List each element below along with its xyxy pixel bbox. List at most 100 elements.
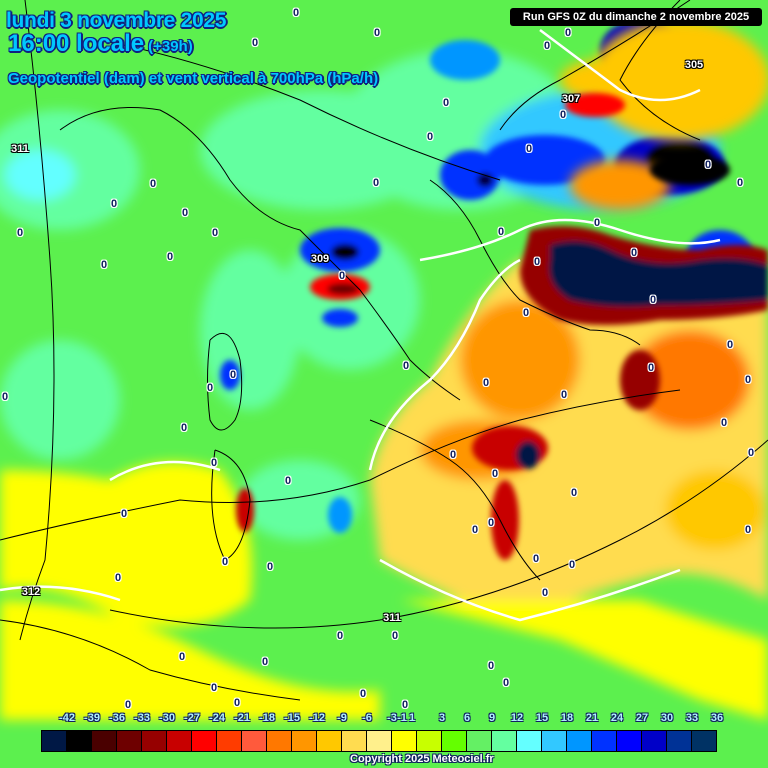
zero-contour-label: 0: [744, 524, 752, 536]
colorbar-tick-label: 30: [660, 712, 674, 724]
zero-contour-label: 0: [261, 656, 269, 668]
colorbar-tick-label: 1: [408, 712, 416, 724]
zero-contour-label: 0: [533, 256, 541, 268]
zero-contour-label: 0: [647, 362, 655, 374]
zero-contour-label: 0: [487, 660, 495, 672]
copyright-text: Copyright 2025 Meteociel.fr: [350, 753, 494, 765]
colorbar-cell: [442, 731, 467, 751]
colorbar-cell: [392, 731, 417, 751]
zero-contour-label: 0: [630, 247, 638, 259]
colorbar-cell: [417, 731, 442, 751]
zero-contour-label: 0: [704, 159, 712, 171]
colorbar-legend: [41, 730, 717, 752]
zero-contour-label: 0: [233, 697, 241, 709]
zero-contour-label: 0: [100, 259, 108, 271]
colorbar-tick-label: 36: [710, 712, 724, 724]
zero-contour-label: 0: [149, 178, 157, 190]
zero-contour-label: 0: [744, 374, 752, 386]
zero-contour-label: 0: [211, 227, 219, 239]
colorbar-cell: [217, 731, 242, 751]
colorbar-tick-label: -30: [159, 712, 175, 724]
zero-contour-label: 0: [336, 630, 344, 642]
colorbar-tick-label: -33: [134, 712, 150, 724]
zero-contour-label: 0: [251, 37, 259, 49]
colorbar-tick-label: 27: [635, 712, 649, 724]
zero-contour-label: 0: [266, 561, 274, 573]
zero-contour-label: 0: [522, 307, 530, 319]
zero-contour-label: 0: [372, 177, 380, 189]
colorbar-tick-label: -42: [59, 712, 75, 724]
zero-contour-label: 0: [426, 131, 434, 143]
colorbar-cell: [92, 731, 117, 751]
geopotential-label: 307: [561, 93, 581, 105]
zero-contour-label: 0: [120, 508, 128, 520]
zero-contour-label: 0: [593, 217, 601, 229]
zero-contour-label: 0: [568, 559, 576, 571]
zero-contour-label: 0: [391, 630, 399, 642]
colorbar-tick-label: -15: [284, 712, 300, 724]
zero-contour-label: 0: [747, 447, 755, 459]
zero-contour-label: 0: [559, 109, 567, 121]
forecast-date: lundi 3 novembre 2025: [6, 9, 227, 32]
zero-contour-label: 0: [114, 572, 122, 584]
colorbar-cell: [242, 731, 267, 751]
colorbar-tick-label: 12: [510, 712, 524, 724]
zero-contour-label: 0: [570, 487, 578, 499]
colorbar-cell: [642, 731, 667, 751]
zero-contour-label: 0: [471, 524, 479, 536]
colorbar-tick-label: -39: [84, 712, 100, 724]
zero-contour-label: 0: [166, 251, 174, 263]
geopotential-label: 312: [21, 586, 41, 598]
zero-contour-label: 0: [180, 422, 188, 434]
zero-contour-label: 0: [560, 389, 568, 401]
colorbar-cell: [292, 731, 317, 751]
colorbar-cell: [617, 731, 642, 751]
zero-contour-label: 0: [110, 198, 118, 210]
zero-contour-label: 0: [210, 457, 218, 469]
colorbar-cell: [492, 731, 517, 751]
zero-contour-label: 0: [181, 207, 189, 219]
zero-contour-label: 0: [541, 587, 549, 599]
zero-contour-label: 0: [449, 449, 457, 461]
zero-contour-label: 0: [373, 27, 381, 39]
colorbar-tick-label: 15: [535, 712, 549, 724]
zero-contour-label: 0: [726, 339, 734, 351]
zero-contour-label: 0: [1, 391, 9, 403]
colorbar-tick-label: -3: [387, 712, 397, 724]
colorbar-tick-label: 9: [488, 712, 496, 724]
colorbar-tick-label: 24: [610, 712, 624, 724]
colorbar-tick-label: -21: [234, 712, 250, 724]
colorbar-tick-label: 21: [585, 712, 599, 724]
zero-contour-label: 0: [649, 294, 657, 306]
forecast-time: 16:00 locale (+39h): [8, 30, 193, 58]
zero-contour-label: 0: [359, 688, 367, 700]
colorbar-cell: [117, 731, 142, 751]
colorbar-tick-label: -9: [337, 712, 347, 724]
colorbar-cell: [517, 731, 542, 751]
zero-contours: [0, 28, 721, 622]
zero-contour-label: 0: [543, 40, 551, 52]
colorbar-tick-label: 18: [560, 712, 574, 724]
zero-contour-label: 0: [221, 556, 229, 568]
colorbar-tick-label: 6: [463, 712, 471, 724]
colorbar-cell: [667, 731, 692, 751]
map-subtitle: Geopotentiel (dam) et vent vertical à 70…: [8, 70, 379, 87]
colorbar-cell: [317, 731, 342, 751]
model-run-label: Run GFS 0Z du dimanche 2 novembre 2025: [510, 8, 762, 26]
zero-contour-label: 0: [487, 517, 495, 529]
zero-contour-label: 0: [284, 475, 292, 487]
colorbar-cell: [567, 731, 592, 751]
zero-contour-label: 0: [210, 682, 218, 694]
colorbar-tick-label: 33: [685, 712, 699, 724]
zero-contour-label: 0: [720, 417, 728, 429]
zero-contour-label: 0: [564, 27, 572, 39]
zero-contour-label: 0: [206, 382, 214, 394]
zero-contour-label: 0: [497, 226, 505, 238]
colorbar-tick-label: 3: [438, 712, 446, 724]
zero-contour-label: 0: [229, 369, 237, 381]
colorbar-ticks: -42 -39 -36 -33 -30 -27 -24 -21 -18 -15 -12 -9 -6 -3-…: [0, 712, 768, 728]
colorbar-tick-label: -12: [309, 712, 325, 724]
zero-contour-label: 0: [736, 177, 744, 189]
